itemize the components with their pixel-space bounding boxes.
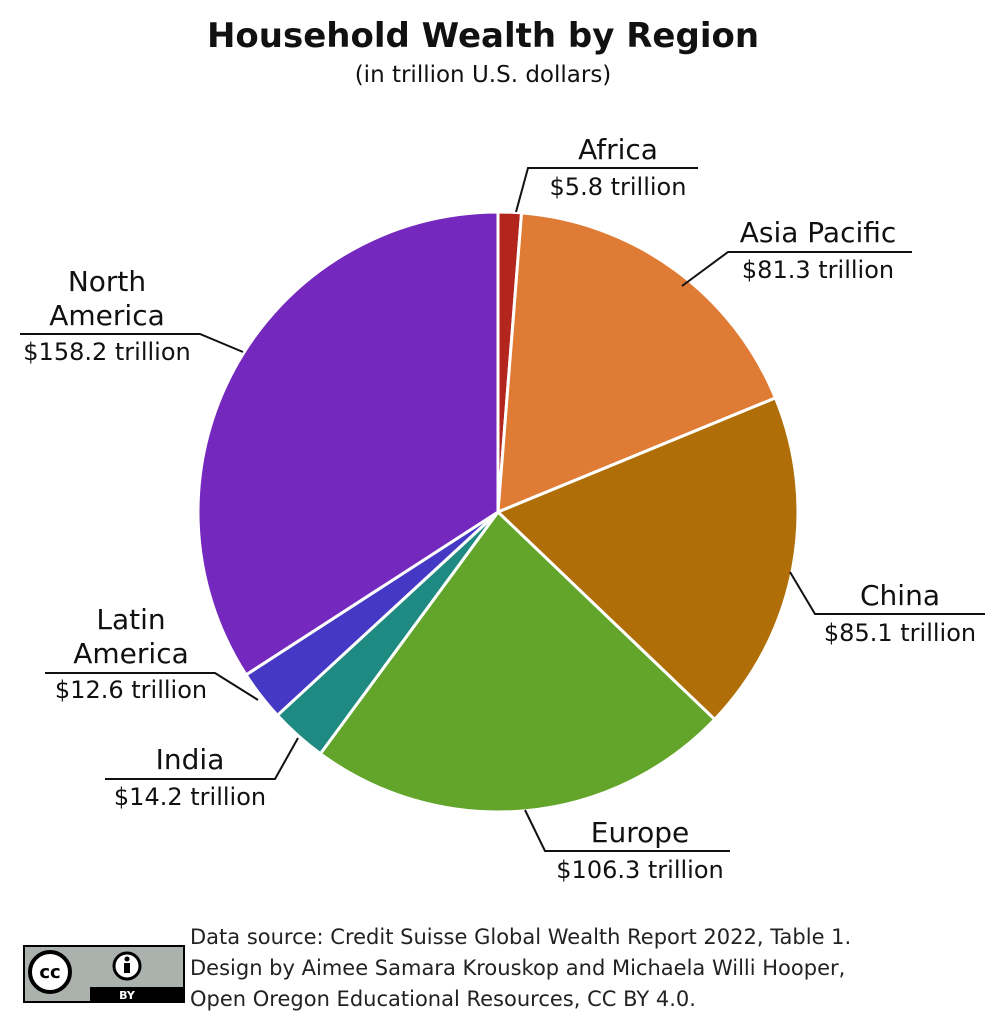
leader-line [45,672,259,701]
pie-slice [318,510,717,814]
chart-title: Household Wealth by Region [206,16,760,56]
category-label: India [155,743,225,776]
cc-text: cc [39,962,60,983]
leader-line [789,571,985,615]
value-label: $14.2 trillion [113,783,267,811]
pie [196,210,800,814]
by-icon [124,956,130,962]
chart-subtitle: (in trillion U.S. dollars) [354,62,612,88]
category-label: China [860,579,940,612]
pie-slice [196,210,500,677]
value-label: $5.8 trillion [549,173,687,201]
source-line: Design by Aimee Samara Krouskop and Mich… [190,956,846,980]
category-label: North America [49,265,165,332]
leader-line [105,737,299,780]
by-icon [124,963,130,973]
pie-slice [496,211,777,514]
category-label: Asia Pacific [739,216,897,249]
license-badge: cc BY [23,945,185,1003]
value-label: $85.1 trillion [823,619,977,647]
value-label: $81.3 trillion [741,256,895,284]
source-line: Data source: Credit Suisse Global Wealth… [190,925,852,949]
source-line: Open Oregon Educational Resources, CC BY… [190,987,696,1011]
leader-lines [20,167,985,852]
category-label: Latin America [73,603,189,670]
badge-strip [90,987,184,1002]
leader-line [515,167,698,213]
leader-line [524,809,730,852]
leader-line [681,251,912,287]
category-label: Africa [578,133,658,166]
value-label: $158.2 trillion [23,338,191,366]
category-label: Europe [590,816,690,849]
leader-line [20,333,244,353]
by-text: BY [119,989,136,1002]
cc-circle [28,950,72,994]
value-label: $12.6 trillion [54,676,208,704]
pie-slice [496,396,800,721]
value-label: $106.3 trillion [556,856,724,884]
source-note: Data source: Credit Suisse Global Wealth… [190,922,851,1015]
